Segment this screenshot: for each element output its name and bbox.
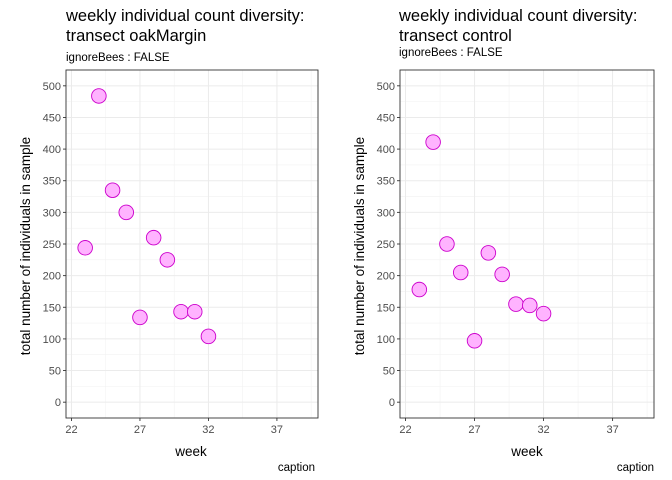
- x-tick-label: 37: [271, 424, 283, 436]
- data-point: [77, 240, 93, 256]
- y-tick-label: 150: [377, 302, 395, 314]
- y-tick-label: 300: [43, 207, 61, 219]
- y-axis-title: total number of individuals in sample: [352, 137, 367, 355]
- data-point: [186, 303, 203, 320]
- y-tick-label: 0: [55, 397, 61, 409]
- chart-subtitle: ignoreBees : FALSE: [66, 52, 170, 64]
- x-axis-title: week: [174, 444, 207, 459]
- chart-title-line2: transect control: [399, 27, 512, 45]
- chart-caption: caption: [278, 462, 315, 474]
- y-tick-label: 100: [377, 334, 395, 346]
- chart-panel-control: weekly individual count diversity: trans…: [352, 7, 655, 474]
- data-point: [200, 328, 217, 345]
- data-point: [522, 297, 538, 314]
- chart-panel-oakmargin: weekly individual count diversity: trans…: [18, 7, 319, 474]
- y-tick-label: 200: [43, 271, 61, 283]
- y-tick-label: 200: [377, 271, 395, 283]
- data-point: [466, 333, 483, 349]
- y-tick-label: 350: [377, 176, 395, 188]
- y-tick-label: 50: [383, 366, 395, 378]
- x-tick-label: 32: [537, 424, 549, 436]
- x-tick-label: 22: [65, 424, 77, 436]
- data-point: [508, 296, 524, 312]
- y-tick-label: 100: [43, 334, 61, 346]
- data-point: [104, 182, 121, 198]
- x-tick-label: 27: [134, 424, 146, 436]
- chart-title-line1: weekly individual count diversity:: [65, 7, 304, 25]
- y-tick-label: 450: [43, 112, 61, 124]
- chart-title-line1: weekly individual count diversity:: [398, 7, 637, 25]
- y-tick-label: 350: [43, 176, 61, 188]
- x-axis-title: week: [510, 444, 543, 459]
- data-point: [145, 229, 162, 246]
- data-point: [480, 245, 497, 261]
- y-tick-label: 250: [377, 239, 395, 251]
- y-tick-label: 250: [43, 239, 61, 251]
- y-tick-label: 400: [43, 144, 61, 156]
- x-tick-label: 37: [606, 424, 618, 436]
- data-point: [173, 303, 189, 320]
- data-point: [535, 305, 552, 322]
- y-tick-label: 500: [377, 81, 395, 93]
- y-tick-label: 500: [43, 81, 61, 93]
- y-tick-label: 50: [49, 366, 61, 378]
- y-axis-title: total number of individuals in sample: [18, 137, 33, 355]
- plot-area: 0 50 100 150 200 250 300 350 400 450 500 22 27 32 37: [377, 69, 655, 436]
- x-tick-label: 27: [468, 424, 480, 436]
- data-point: [439, 236, 455, 252]
- y-tick-label: 150: [43, 302, 61, 314]
- chart-subtitle: ignoreBees : FALSE: [399, 47, 503, 59]
- y-tick-label: 450: [377, 112, 395, 124]
- data-point: [132, 309, 148, 326]
- x-tick-label: 22: [399, 424, 411, 436]
- data-point: [452, 264, 469, 281]
- y-tick-label: 400: [377, 144, 395, 156]
- data-point: [91, 88, 107, 104]
- data-point: [118, 204, 135, 221]
- chart-title-line2: transect oakMargin: [66, 27, 206, 45]
- y-tick-label: 0: [389, 397, 395, 409]
- x-tick-label: 32: [202, 424, 214, 436]
- y-tick-label: 300: [377, 207, 395, 219]
- data-point: [494, 266, 510, 283]
- data-point: [159, 252, 176, 268]
- data-point: [425, 134, 441, 150]
- plot-area: 0 50 100 150 200 250 300 350 400 450 500 22 27 32 37: [43, 69, 319, 436]
- chart-caption: caption: [617, 462, 654, 474]
- data-point: [411, 281, 428, 298]
